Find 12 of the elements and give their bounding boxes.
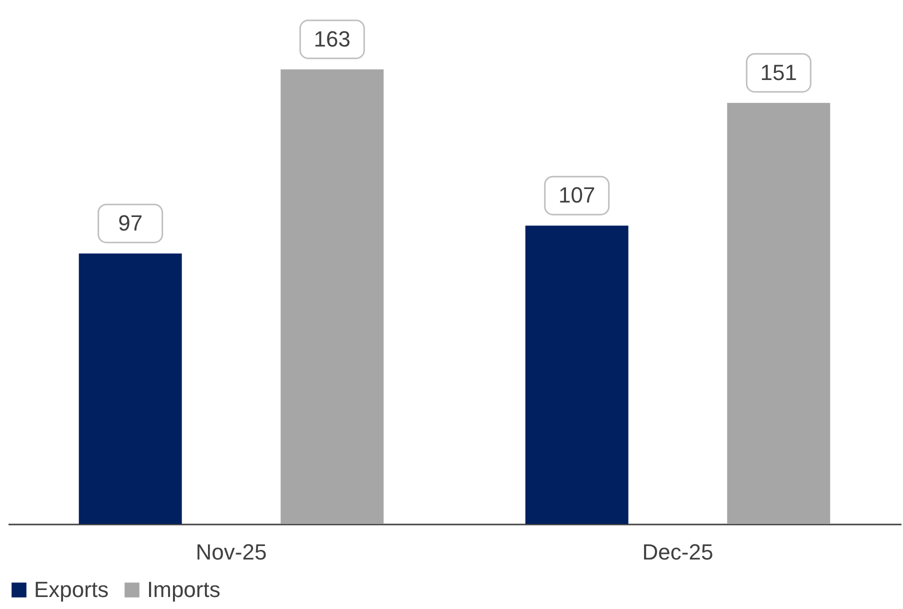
legend-label: Exports: [34, 577, 109, 602]
data-label: 163: [314, 26, 351, 52]
x-tick-label: Nov-25: [196, 540, 267, 564]
data-label: 97: [118, 210, 143, 236]
data-label: 151: [760, 60, 798, 85]
bar: [78, 253, 182, 524]
bar: [525, 226, 628, 524]
data-label: 107: [558, 182, 596, 208]
legend-label: Imports: [147, 577, 220, 602]
bar: [280, 69, 384, 524]
bar: [727, 102, 830, 524]
x-tick-label: Dec-25: [642, 540, 714, 564]
